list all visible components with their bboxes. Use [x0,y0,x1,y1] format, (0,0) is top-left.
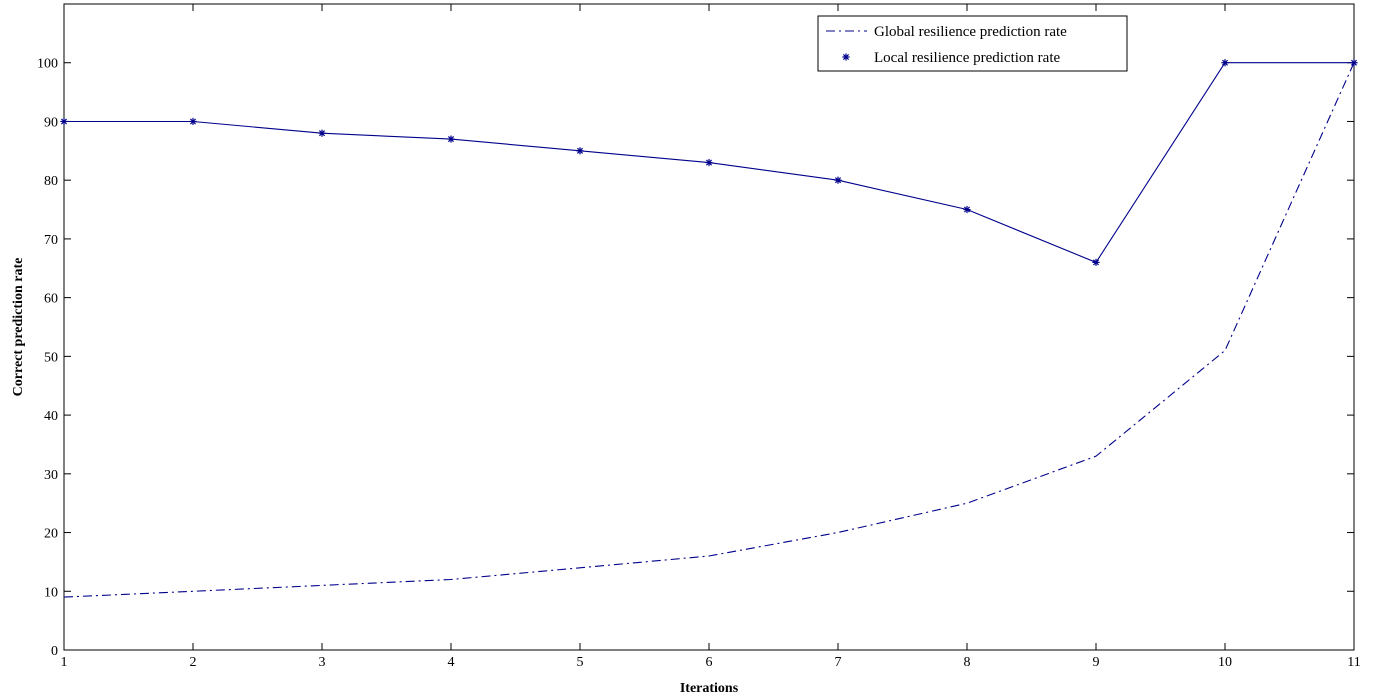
legend-label-global: Global resilience prediction rate [874,24,1067,40]
data-point-local [318,129,326,137]
y-tick-label: 40 [44,409,58,424]
series-layer [60,59,1358,598]
legend-label-local: Local resilience prediction rate [874,50,1060,66]
y-axis-ticks: 0 10 20 30 40 50 60 70 80 90 100 [37,57,1354,659]
y-tick-label: 30 [44,468,58,483]
y-tick-label: 90 [44,115,58,130]
x-axis-ticks: 1 2 3 4 5 6 7 8 9 10 11 [61,4,1361,670]
y-tick-label: 60 [44,292,58,307]
data-point-local [60,117,68,126]
x-tick-label: 1 [61,655,68,670]
y-tick-label: 10 [44,585,58,600]
data-point-local [963,205,971,214]
x-tick-label: 11 [1347,655,1360,670]
legend: Global resilience prediction rate Local … [817,15,1128,72]
x-tick-label: 8 [964,655,971,670]
data-point-local [576,147,584,155]
x-tick-label: 5 [577,655,584,670]
data-point-local [705,158,713,167]
data-point-local [1221,59,1229,67]
y-tick-label: 70 [44,233,58,248]
x-tick-label: 10 [1218,655,1232,670]
y-tick-label: 100 [37,57,58,72]
x-tick-label: 9 [1093,655,1100,670]
data-point-local [1092,258,1100,266]
y-axis-title: Correct prediction rate [11,258,26,397]
x-tick-label: 6 [706,655,713,670]
y-tick-label: 20 [44,527,58,542]
y-tick-label: 0 [51,644,58,659]
data-point-local [1350,59,1358,67]
legend-swatch-local [842,53,850,61]
series-line-global [63,62,1355,598]
legend-marker-asterisk [842,53,850,61]
data-point-local [834,176,842,184]
plot-area [63,3,1355,651]
data-point-local [447,135,455,143]
x-tick-label: 7 [835,655,842,670]
legend-box [817,15,1128,72]
y-tick-label: 80 [44,174,58,189]
y-tick-label: 50 [44,350,58,365]
x-tick-label: 2 [190,655,197,670]
x-axis-title: Iterations [680,681,739,696]
x-tick-label: 4 [448,655,455,670]
data-point-local [189,117,197,126]
x-tick-label: 3 [319,655,326,670]
